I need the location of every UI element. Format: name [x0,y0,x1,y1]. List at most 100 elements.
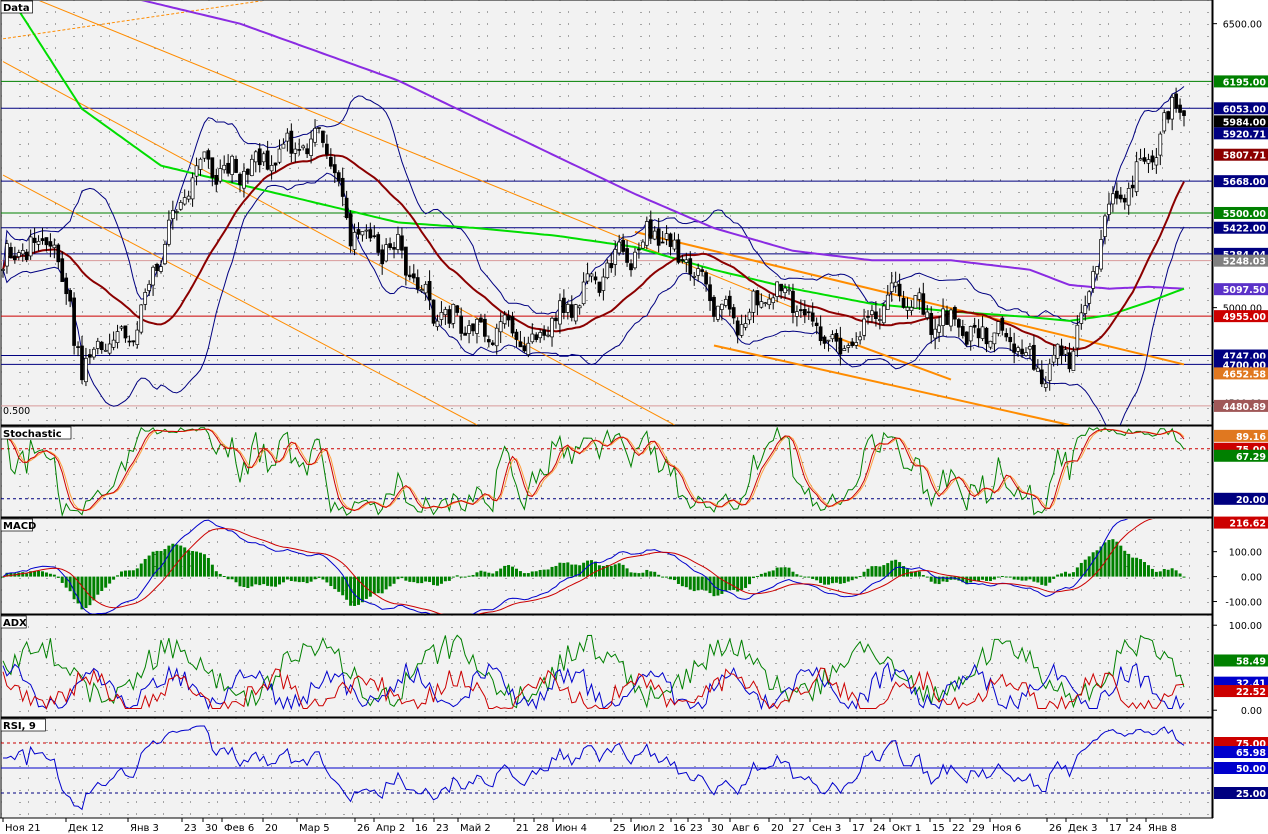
macd-hist-bar [558,562,562,577]
candle-body [562,297,566,313]
candle-body [167,219,171,245]
candle-body [937,325,941,333]
candle-body [411,273,416,279]
macd-hist-bar [274,576,278,587]
candle-body [577,305,582,309]
x-label-21: Авг 6 [732,823,760,834]
macd-hist-bar [586,560,590,577]
macd-hist-bar [834,576,838,583]
candle-body [652,230,657,240]
macd-hist-bar [842,576,846,584]
candle-body [1071,350,1076,371]
candle-body [388,243,392,248]
x-label-5: Фев 6 [224,823,254,834]
macd-hist-bar [850,576,854,581]
candle-body [878,319,882,321]
candle-body [222,164,227,171]
macd-hist-bar [1174,570,1178,577]
candle-body [226,162,230,174]
candle-body [720,303,724,310]
candle-body [368,229,373,239]
candle-body [95,340,100,349]
candle-body [1170,96,1175,120]
candle-body [159,266,163,272]
macd-hist-bar [1075,567,1079,577]
macd-hist-bar [629,572,633,577]
ma-purple [141,1,1185,290]
candle-body [1118,194,1123,200]
macd-hist-bar [420,576,424,584]
candle-body [858,336,862,341]
value-tag-main-10 [1214,283,1268,296]
candle-body [957,319,961,328]
candle-body [1028,346,1032,350]
candle-body [325,143,329,155]
candle-body [238,173,242,185]
macd-hist-bar [1079,562,1083,577]
candle-body [1099,239,1103,270]
candle-body [1083,305,1088,314]
candle-body [269,165,274,172]
macd-hist-bar [882,565,886,577]
macd-hist-bar [163,549,167,577]
macd-hist-bar [799,575,803,577]
candle-body [261,153,266,163]
panel-adx-frame [0,614,1213,718]
panel-rsi-title-box [0,718,46,732]
macd-hist-bar [1056,574,1060,577]
macd-hist-bar [33,570,37,577]
candle-body [787,289,791,292]
candle-body [518,341,523,348]
candle-body [972,324,977,328]
x-axis-background [0,818,1268,834]
candle-body [99,341,104,351]
candle-body [708,284,712,302]
x-label-10: 16 [415,823,428,834]
macd-hist-bar [929,576,933,582]
value-tag-stoch-0 [1214,429,1268,442]
macd-hist-bar [645,569,649,577]
macd-hist-bar [621,564,625,577]
candle-body [743,323,748,328]
value-tag-main-0 [1214,75,1268,88]
candle-body [277,148,282,163]
macd-hist-bar [5,572,9,577]
macd-hist-bar [704,576,708,591]
candle-body [407,274,412,278]
candle-body [1130,184,1135,189]
candle-body [313,127,317,143]
candle-body [471,323,475,332]
macd-hist-bar [724,576,728,592]
candle-body [1162,112,1167,132]
value-tag-text-main-3: 5920.71 [1223,129,1266,140]
candle-body [1158,133,1163,156]
macd-hist-bar [1131,557,1135,577]
macd-hist-bar [1000,576,1004,578]
candle-body [830,334,835,340]
macd-hist-bar [428,576,432,583]
macd-hist-bar [96,576,100,595]
macd-hist-bar [566,562,570,577]
candle-body [1166,111,1171,120]
x-label-8: 26 [357,823,370,834]
macd-hist-bar [321,576,325,580]
macd-hist-bar [649,571,653,577]
value-tag-text-main-13: 4700.00 [1223,360,1267,371]
candle-body [190,177,195,200]
candle-body [360,231,365,236]
macd-hist-bar [1071,572,1075,577]
x-label-28: 15 [932,823,945,834]
macd-hist-bar [779,567,783,577]
candle-body [285,132,290,142]
macd-hist-bar [443,576,447,582]
macd-hist-bar [530,571,534,577]
value-tag-text-main-15: 4480.89 [1223,402,1266,413]
candle-body [542,329,546,336]
macd-hist-bar [341,576,345,596]
macd-hist-bar [48,573,52,577]
fib-label-0500: 0.500 [3,406,30,417]
macd-hist-bar [601,565,605,577]
macd-hist-bar [1115,541,1119,577]
macd-hist-bar [1008,576,1012,578]
